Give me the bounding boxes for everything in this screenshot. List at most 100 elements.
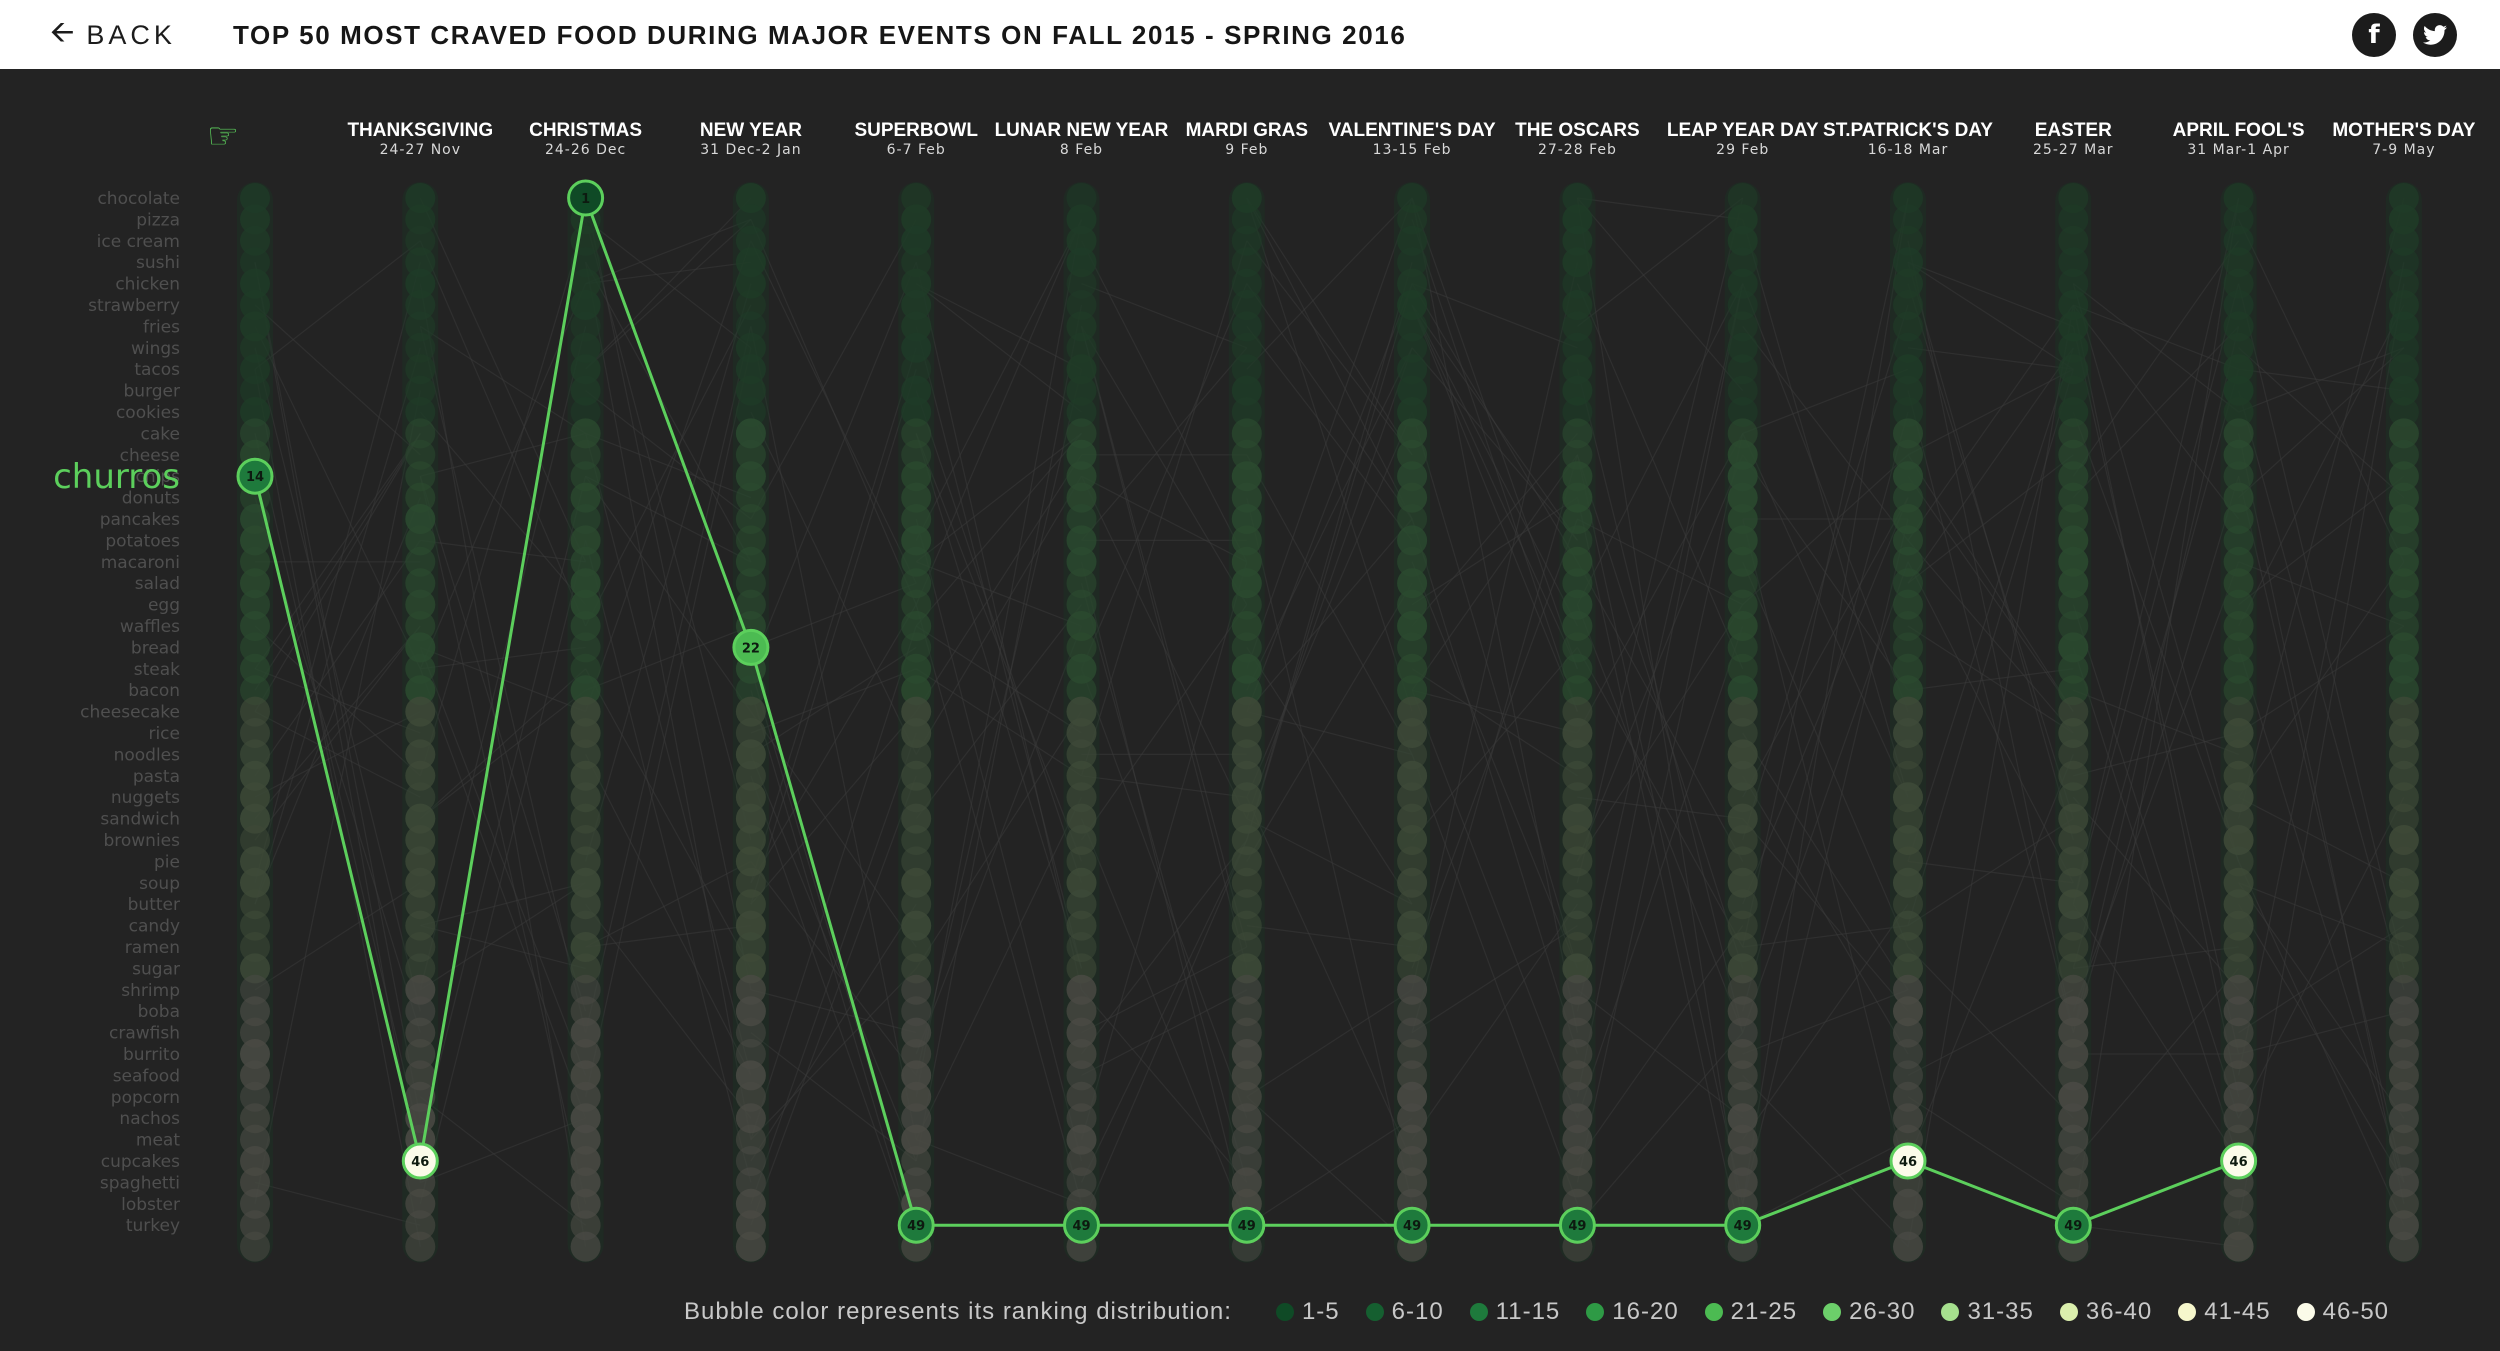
rank-bubble — [901, 525, 932, 556]
rank-bubble — [240, 867, 270, 898]
churros-rank-label: 49 — [1403, 1219, 1421, 1234]
rank-bubble — [901, 1167, 932, 1198]
rank-bubble — [1066, 718, 1097, 748]
rank-bubble — [240, 846, 270, 877]
rank-bubble — [2058, 675, 2089, 706]
rank-bubble — [1066, 803, 1097, 834]
rank-bubble — [570, 611, 601, 641]
rank-bubble — [1231, 418, 1262, 449]
rank-bubble — [901, 846, 932, 877]
food-label: popcorn — [111, 1088, 180, 1108]
web-line — [915, 219, 1083, 605]
facebook-share-button[interactable]: f — [2352, 13, 2396, 57]
rank-bubble — [2388, 1103, 2419, 1134]
web-line — [750, 1032, 917, 1162]
rank-bubble — [405, 1017, 436, 1048]
web-line — [1246, 647, 1413, 905]
web-line — [915, 604, 1083, 1204]
rank-bubble — [1562, 546, 1593, 577]
rank-bubble — [1397, 889, 1428, 920]
web-line — [1081, 475, 1248, 563]
rank-bubble — [1066, 1146, 1097, 1176]
web-line — [2072, 240, 2240, 477]
food-label: ice cream — [97, 232, 180, 252]
web-line — [585, 390, 752, 520]
churros-rank-label: 49 — [2064, 1219, 2082, 1234]
rank-bubble — [1231, 268, 1262, 299]
rank-bubble — [1231, 290, 1262, 320]
rank-bubble — [2223, 1017, 2254, 1048]
food-label: cupcakes — [101, 1152, 180, 1172]
twitter-share-button[interactable]: twitter — [2413, 13, 2457, 57]
web-line — [419, 283, 587, 670]
rank-bubble — [2058, 482, 2089, 513]
web-line — [1411, 433, 1578, 627]
rank-bubble — [570, 974, 601, 1005]
rank-bubble — [2388, 974, 2419, 1005]
food-label: bacon — [128, 681, 180, 701]
rank-bubble — [1397, 825, 1428, 855]
rank-bubble — [570, 1210, 601, 1241]
rank-bubble — [1727, 183, 1758, 213]
rank-bubble — [1231, 675, 1262, 706]
rank-bubble — [1727, 996, 1758, 1027]
event-dates: 16-18 Mar — [1868, 142, 1949, 158]
web-line — [585, 326, 752, 1033]
rank-bubble — [1562, 653, 1593, 684]
rank-bubble — [901, 225, 932, 256]
rank-bubble — [1562, 1081, 1593, 1112]
rank-bubble — [735, 825, 766, 855]
rank-bubble — [570, 1060, 601, 1091]
rank-bubble — [570, 268, 601, 299]
web-line — [254, 262, 421, 1119]
rank-bubble — [1397, 1103, 1428, 1134]
selected-food-label: churros — [53, 457, 180, 497]
web-line — [420, 1117, 586, 1183]
rank-bubble — [735, 461, 766, 492]
web-line — [2072, 968, 2240, 1162]
web-line — [750, 989, 917, 1034]
rank-bubble — [901, 675, 932, 706]
rank-bubble — [1727, 311, 1758, 342]
legend-label: 31-35 — [1967, 1298, 2034, 1325]
web-line — [750, 347, 917, 883]
rank-bubble — [405, 247, 436, 278]
rank-bubble — [405, 482, 436, 513]
back-button[interactable]: 🡨 BACK — [50, 16, 176, 52]
rank-bubble — [1231, 1039, 1262, 1069]
rank-bubble — [1231, 461, 1262, 492]
rank-bubble — [1727, 632, 1758, 663]
rank-bubble — [2058, 397, 2089, 427]
rank-bubble — [1727, 354, 1758, 385]
rank-bubble — [1562, 568, 1593, 599]
rank-bubble — [2058, 247, 2089, 278]
web-line — [1576, 925, 1744, 1162]
rank-bubble — [1231, 1146, 1262, 1176]
rank-bubble — [570, 504, 601, 534]
food-label: potatoes — [105, 531, 180, 551]
event-dates: 24-27 Nov — [380, 142, 461, 158]
legend-swatch — [1823, 1303, 1842, 1321]
rank-bubble — [901, 632, 932, 663]
rank-bubble — [2058, 867, 2089, 898]
rank-bubble — [1066, 461, 1097, 492]
rank-bubble — [2388, 653, 2419, 684]
rank-bubble — [240, 354, 270, 385]
rank-bubble — [570, 760, 601, 791]
rank-bubble — [2223, 1039, 2254, 1069]
web-line — [1411, 197, 1578, 669]
rank-bubble — [405, 504, 436, 534]
rank-bubble — [1893, 1081, 1923, 1112]
rank-bubble — [735, 504, 766, 534]
rank-bubble — [405, 546, 436, 577]
web-line — [1411, 283, 1578, 349]
rank-bubble — [2388, 525, 2419, 556]
rank-bubble — [2388, 696, 2419, 727]
rank-bubble — [2058, 332, 2089, 363]
rank-bubble — [901, 718, 932, 748]
web-line — [1907, 261, 2074, 370]
rank-bubble — [570, 632, 601, 663]
rank-bubble — [735, 846, 766, 877]
web-line — [1246, 582, 1413, 862]
